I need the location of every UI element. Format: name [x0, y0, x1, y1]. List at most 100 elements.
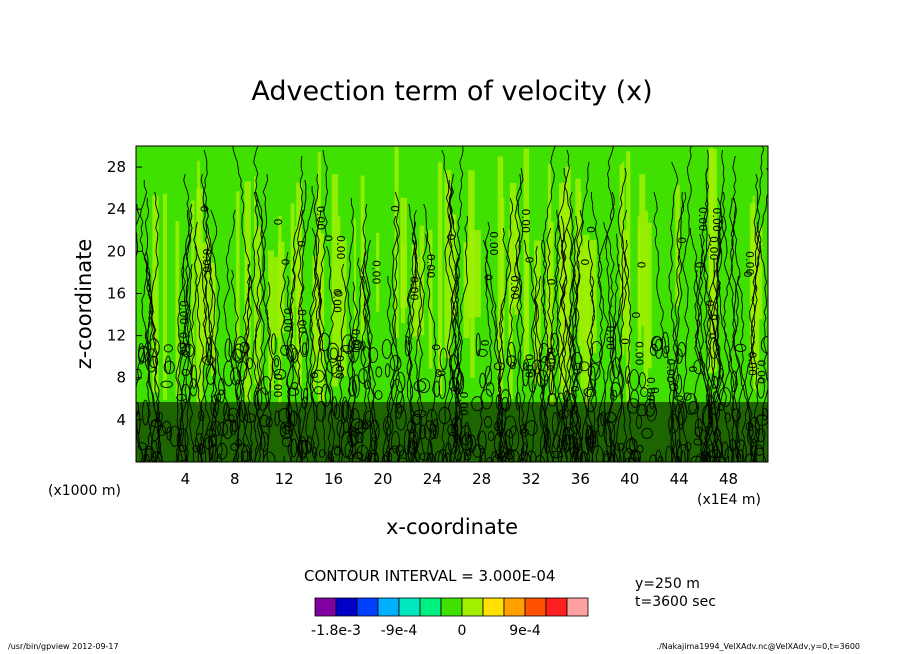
contour-loop [439, 347, 448, 371]
colorbar: -1.8e-3 -9e-4 0 9e-4 [311, 597, 589, 639]
field-band [550, 221, 554, 406]
contour-loop [417, 378, 431, 394]
contour-label: 0.00 [424, 254, 437, 279]
field-band [254, 176, 257, 385]
contour-loop [389, 355, 402, 372]
contour-label: 0 [294, 240, 307, 247]
field-band [567, 214, 570, 328]
y-axis: 4 8 12 16 20 24 28 [107, 158, 142, 429]
contour-loop [189, 378, 198, 397]
contour-loop [280, 344, 290, 356]
contour-loop [331, 364, 343, 378]
x-tick-label: 36 [571, 470, 590, 488]
contour-loop [661, 331, 670, 359]
contour-loop [663, 345, 670, 354]
contour-loop [528, 368, 537, 393]
contour-loop [709, 337, 719, 359]
contour-loop [711, 376, 719, 389]
field-band [497, 156, 504, 400]
contour-loop [149, 355, 159, 369]
contour-loop [579, 361, 590, 372]
contour-loop [456, 371, 465, 394]
field-band [256, 226, 262, 393]
contour-label: 0.00 [523, 354, 536, 379]
x-tick-label: 16 [324, 470, 343, 488]
contour-loop [136, 368, 142, 381]
y-tick-label: 8 [116, 369, 126, 387]
y-tick-label: 12 [107, 327, 126, 345]
contour-line [136, 179, 148, 462]
contour-label: 0 [703, 300, 716, 307]
contour-loop [625, 365, 631, 384]
y-tick-label: 16 [107, 284, 126, 302]
contour-loop [311, 369, 325, 383]
colorbar-swatch [377, 597, 400, 617]
contour-label: 0 [429, 344, 442, 351]
contour-label: 0 [522, 256, 535, 263]
contour-loop [368, 347, 379, 363]
y-tick-label: 24 [107, 200, 126, 218]
contour-loop [536, 369, 549, 388]
x-axis-label: x-coordinate [385, 515, 518, 539]
field-band [524, 252, 529, 334]
footer-command: /usr/bin/gpview 2012-09-17 [8, 642, 119, 651]
contour-loop [359, 341, 366, 351]
field-band [353, 219, 356, 346]
contour-label: 0 [578, 259, 591, 266]
contour-label: 0.00 [544, 347, 557, 372]
colorbar-swatch [335, 597, 358, 617]
field-band [753, 232, 760, 390]
contour-label: 0 [435, 370, 448, 377]
contour-loop [669, 383, 679, 392]
field-band [647, 222, 652, 369]
contour-loop [291, 382, 299, 390]
x-tick-label: 32 [521, 470, 540, 488]
contour-loop [148, 338, 160, 358]
field-band [211, 265, 215, 347]
colorbar-tick-label: 0 [458, 623, 467, 639]
contour-loop [352, 374, 360, 398]
contour-loop [395, 371, 406, 393]
contour-loop [274, 357, 280, 368]
contour-label: 0.00 [604, 325, 617, 350]
field-band [416, 256, 420, 350]
contour-label: 0 [568, 385, 581, 392]
contour-label: 0.00 [743, 251, 756, 276]
contour-label: 0.00 [710, 207, 723, 232]
field-band [152, 195, 159, 393]
colorbar-tick-label: -1.8e-3 [311, 623, 361, 639]
contour-loop [404, 335, 411, 357]
field-band [583, 241, 590, 406]
colorbar-swatch [524, 597, 547, 617]
contour-loop [548, 370, 555, 396]
contour-loop [675, 348, 683, 364]
contour-label: 0 [444, 234, 457, 241]
contour-loop [363, 380, 372, 389]
contour-loop [260, 376, 272, 395]
field-band [757, 226, 763, 320]
contour-loop [302, 342, 307, 356]
colorbar-swatch [314, 597, 337, 617]
field-band [500, 198, 505, 350]
contour-label: 0.00 [314, 206, 327, 231]
contour-loop [223, 360, 235, 387]
field-band [411, 244, 418, 337]
contour-label: 0.00 [633, 341, 646, 366]
contour-loop [235, 336, 247, 360]
field-band [277, 241, 285, 333]
contour-loop [683, 392, 692, 401]
contour-loop [313, 386, 323, 395]
contour-label: 0.00 [407, 276, 420, 301]
contour-loop [563, 390, 571, 403]
contour-label: 0.00 [177, 300, 190, 325]
colorbar-swatch [356, 597, 379, 617]
contour-label: 0.00 [176, 332, 189, 357]
y-slice-annotation: y=250 m [635, 576, 700, 592]
contour-label: 0.00 [644, 377, 657, 402]
field-band [162, 193, 167, 400]
field-band [708, 149, 714, 374]
contour-label: 0 [331, 290, 344, 297]
field-band [312, 256, 317, 394]
field-band [314, 265, 321, 356]
contour-loop [348, 376, 356, 397]
